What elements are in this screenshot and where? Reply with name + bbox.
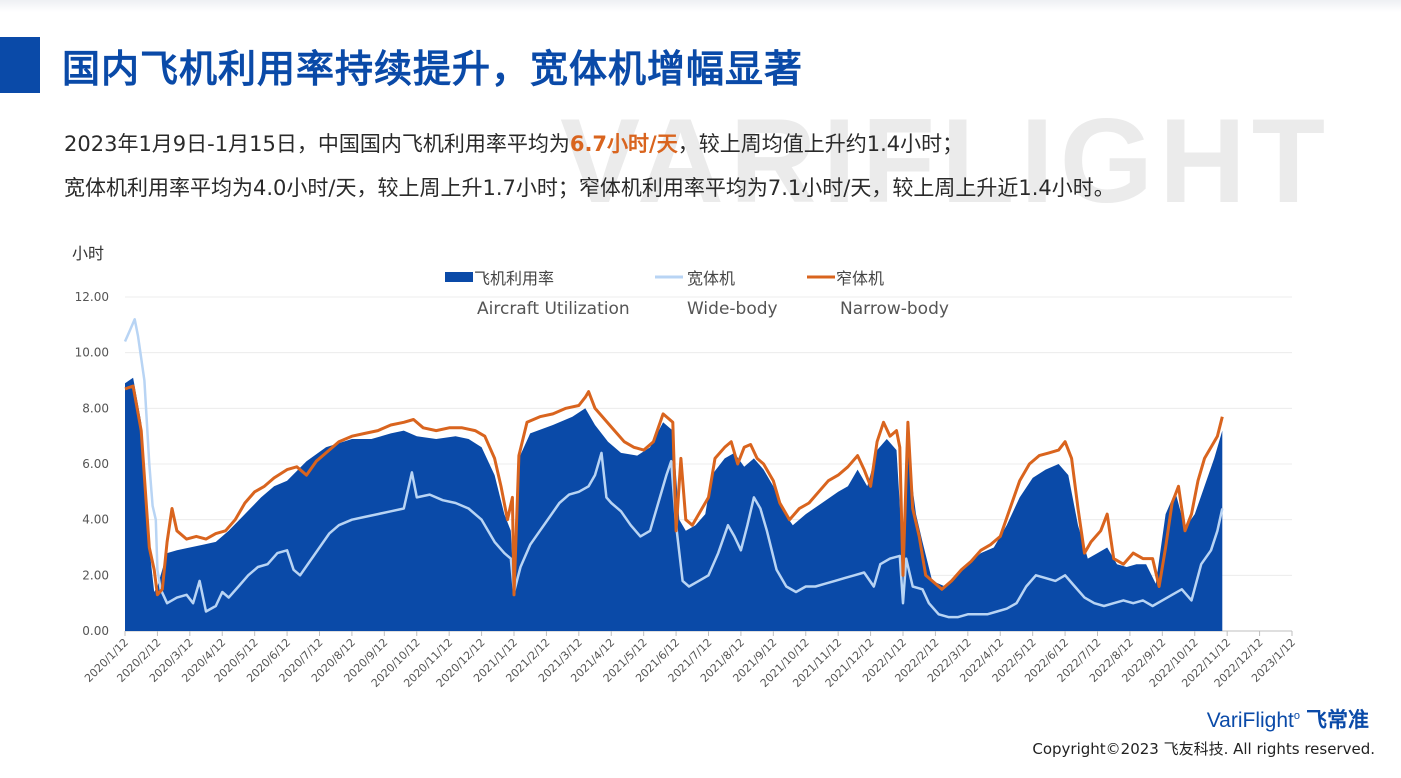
y-tick-label: 6.00 (82, 457, 109, 471)
summary-line-1-pre: 2023年1月9日-1月15日，中国国内飞机利用率平均为 (64, 132, 570, 156)
series-layer (123, 318, 1224, 631)
legend-label: 飞机利用率 (474, 269, 554, 288)
legend-label: 窄体机 (836, 269, 884, 288)
x-tick-labels: 2020/1/122020/2/122020/3/122020/4/122020… (82, 631, 1298, 690)
legend-label: 宽体机 (687, 269, 735, 288)
page-title: 国内飞机利用率持续提升，宽体机增幅显著 (62, 47, 804, 91)
brand-logo-mark: o (1293, 710, 1300, 722)
y-tick-label: 0.00 (82, 624, 109, 638)
legend: 飞机利用率 Aircraft Utilization 宽体机 Wide-body 窄体机… (445, 269, 949, 319)
title-accent-bar (0, 37, 40, 93)
y-tick-label: 10.00 (75, 346, 109, 360)
series-line-wide-body (123, 318, 1224, 619)
y-tick-labels: 0.00 2.00 4.00 6.00 8.00 10.00 12.00 (75, 290, 109, 638)
brand-logo-cn: 飞常准 (1306, 708, 1369, 732)
watermark: VARIFLIGHT (560, 94, 1332, 228)
brand-logo: VariFlighto 飞常准 (1207, 704, 1369, 734)
y-tick-label: 2.00 (82, 568, 109, 582)
legend-label-en: Narrow-body (840, 299, 949, 319)
series-line-narrow-body (124, 384, 1224, 597)
top-shade (0, 0, 1401, 12)
summary-line-1: 2023年1月9日-1月15日，中国国内飞机利用率平均为6.7小时/天，较上周均… (64, 122, 1364, 166)
summary-highlight: 6.7小时/天 (569, 132, 678, 156)
legend-label-en: Aircraft Utilization (477, 299, 630, 319)
brand-logo-en: VariFlight (1206, 709, 1294, 732)
summary-line-2: 宽体机利用率平均为4.0小时/天，较上周上升1.7小时；窄体机利用率平均为7.1… (64, 176, 1115, 200)
y-tick-label: 4.00 (82, 513, 109, 527)
y-tick-label: 8.00 (82, 401, 109, 415)
y-tick-label: 12.00 (75, 290, 109, 304)
y-axis-unit: 小时 (72, 244, 105, 263)
copyright: Copyright©2023 飞友科技. All rights reserved… (1032, 740, 1375, 758)
legend-swatch-aircraft (445, 272, 473, 282)
summary-line-1-post: ，较上周均值上升约1.4小时； (677, 132, 964, 156)
legend-label-en: Wide-body (687, 299, 778, 319)
summary-text: 2023年1月9日-1月15日，中国国内飞机利用率平均为6.7小时/天，较上周均… (64, 122, 1364, 210)
